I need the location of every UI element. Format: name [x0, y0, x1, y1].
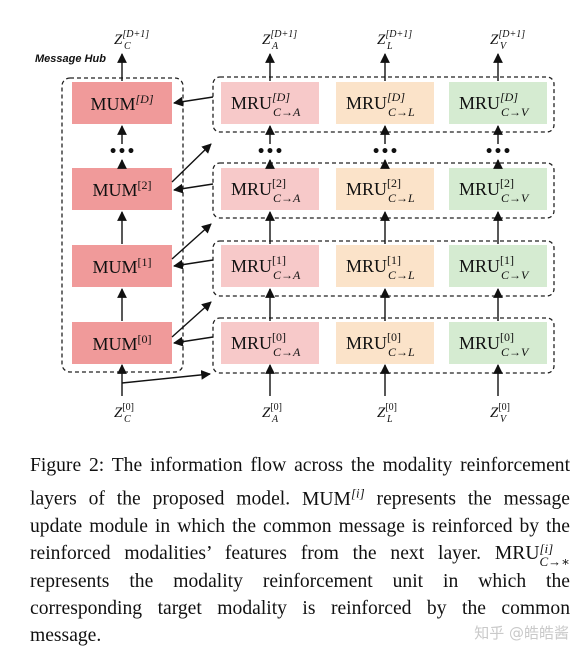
message-hub-label: Message Hub: [35, 53, 106, 65]
mru-box: [336, 245, 434, 287]
input-to-layer0-arrow: [121, 370, 211, 384]
flow-arrow: [171, 301, 212, 338]
mru-label: MRU[0] C→V: [459, 330, 530, 359]
caption-figure-label: Figure 2:: [30, 455, 105, 476]
mum-box: [72, 168, 172, 210]
mru-box: [449, 168, 547, 210]
mru-label: MRU[D] C→V: [459, 90, 530, 119]
flow-arrow: [173, 259, 214, 270]
mru-box: [221, 245, 319, 287]
mru-box: [449, 82, 547, 124]
figure-caption: Figure 2: The information flow across th…: [30, 452, 570, 649]
top-output-label: Z[D+1] A: [262, 29, 297, 52]
flow-arrow: [173, 96, 214, 107]
mum-box: [72, 322, 172, 364]
mru-label: MRU[1] C→V: [459, 253, 530, 282]
mru-box: [221, 322, 319, 364]
mru-label: MRU[0] C→A: [231, 330, 301, 359]
caption-mru-term: MRU [i] C→∗: [494, 540, 570, 569]
top-output-label: Z[D+1] L: [377, 29, 412, 52]
watermark: 知乎 @皓皓酱: [474, 624, 569, 642]
mru-label: MRU[0] C→L: [346, 330, 415, 359]
architecture-diagram: Message Hub MUM[D] MUM[2] MUM[1] MUM[0] MRU[…: [35, 29, 555, 425]
bottom-input-label: Z[0] A: [262, 402, 282, 425]
mru-box: [336, 322, 434, 364]
flow-arrow: [171, 223, 212, 260]
caption-mum-term: MUM[i]: [301, 485, 365, 510]
ellipsis: •••: [485, 144, 512, 160]
mru-box: [336, 168, 434, 210]
mru-label: MRU[1] C→L: [346, 253, 415, 282]
mum-label: MUM[D]: [90, 92, 153, 114]
mru-label: MRU[D] C→L: [346, 90, 415, 119]
flow-arrow: [173, 183, 214, 194]
mru-label: MRU[2] C→A: [231, 176, 301, 205]
ellipsis: •••: [109, 144, 136, 160]
mum-label: MUM[1]: [92, 255, 151, 277]
top-output-label: Z[D+1] C: [114, 29, 149, 52]
mru-box: [336, 82, 434, 124]
flow-arrow: [173, 336, 214, 347]
top-output-label: Z[D+1] V: [490, 29, 525, 52]
bottom-input-label: Z[0] V: [490, 402, 510, 425]
mru-box: [449, 245, 547, 287]
bottom-input-label: Z[0] L: [377, 402, 397, 425]
mru-label: MRU[1] C→A: [231, 253, 301, 282]
ellipsis: •••: [257, 144, 284, 160]
mru-box: [449, 322, 547, 364]
mru-label: MRU[2] C→V: [459, 176, 530, 205]
flow-arrow: [171, 143, 212, 183]
mum-box: [72, 82, 172, 124]
mru-label: MRU[D] C→A: [231, 90, 301, 119]
caption-part2: represents the message update module in …: [30, 488, 570, 565]
mum-box: [72, 245, 172, 287]
caption-part1: The information flow across the modality…: [30, 455, 571, 510]
caption-part3: represents the modality reinforcement un…: [30, 570, 570, 647]
mum-label: MUM[0]: [92, 332, 151, 354]
mum-label: MUM[2]: [92, 178, 151, 200]
ellipsis: •••: [372, 144, 399, 160]
mru-box: [221, 168, 319, 210]
mru-label: MRU[2] C→L: [346, 176, 415, 205]
mru-box: [221, 82, 319, 124]
bottom-input-label: Z[0] C: [114, 402, 134, 425]
